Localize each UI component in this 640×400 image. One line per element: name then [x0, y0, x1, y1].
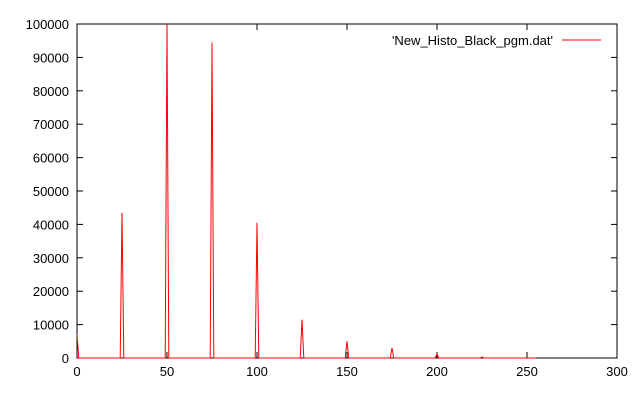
y-tick-label: 20000 — [33, 284, 69, 299]
series-layer — [76, 23, 536, 359]
y-tick-label: 40000 — [33, 217, 69, 232]
y-tick-label: 90000 — [33, 50, 69, 65]
x-tick-label: 250 — [516, 364, 538, 379]
y-tick-label: 60000 — [33, 151, 69, 166]
x-tick-label: 100 — [246, 364, 268, 379]
x-tick-label: 300 — [606, 364, 628, 379]
y-tick-label: 10000 — [33, 318, 69, 333]
axis-tick-labels: 0 50 100 150 200 250 300 0 10000 20000 30000 40000 5… — [26, 17, 628, 379]
plot-frame — [76, 23, 618, 359]
y-tick-label: 50000 — [33, 184, 69, 199]
legend-label: 'New_Histo_Black_pgm.dat' — [392, 33, 553, 48]
x-tick-label: 0 — [73, 364, 80, 379]
x-tick-label: 200 — [426, 364, 448, 379]
y-tick-label: 100000 — [26, 17, 69, 32]
x-tick-label: 150 — [336, 364, 358, 379]
y-tick-label: 30000 — [33, 251, 69, 266]
x-tick-label: 50 — [160, 364, 174, 379]
legend: 'New_Histo_Black_pgm.dat' — [392, 33, 601, 48]
y-tick-label: 80000 — [33, 84, 69, 99]
y-tick-label: 0 — [62, 351, 69, 366]
axis-ticks — [76, 23, 618, 359]
y-tick-label: 70000 — [33, 117, 69, 132]
series-line — [76, 23, 536, 359]
